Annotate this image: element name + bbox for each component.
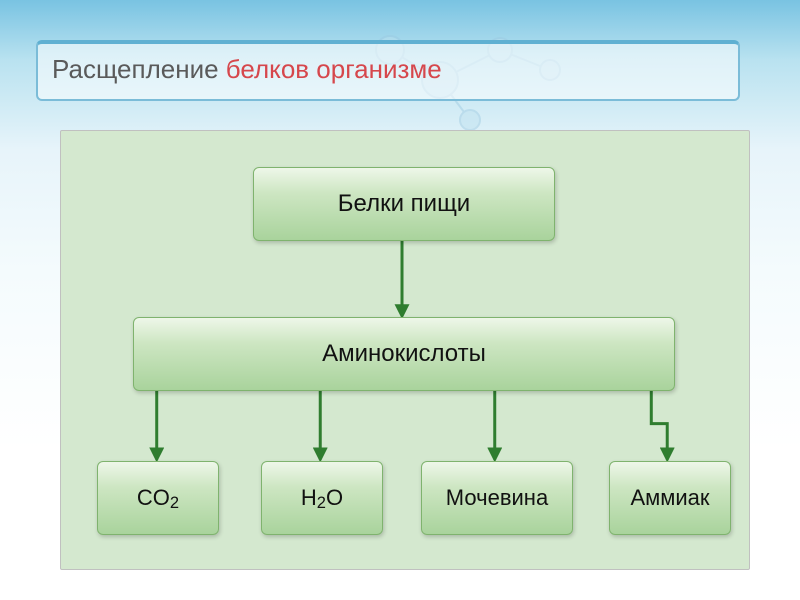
node-mid: Аминокислоты xyxy=(133,317,675,391)
title-colored: белков организме xyxy=(226,54,442,84)
node-top: Белки пищи xyxy=(253,167,555,241)
node-b1: CO2 xyxy=(97,461,219,535)
node-b4: Аммиак xyxy=(609,461,731,535)
node-b3: Мочевина xyxy=(421,461,573,535)
node-b2: H2O xyxy=(261,461,383,535)
title-plain: Расщепление xyxy=(52,54,226,84)
slide-title-box: Расщепление белков организме xyxy=(36,40,740,101)
diagram-container: Белки пищи Аминокислоты CO2 H2O Мочевина Амми… xyxy=(60,130,750,570)
